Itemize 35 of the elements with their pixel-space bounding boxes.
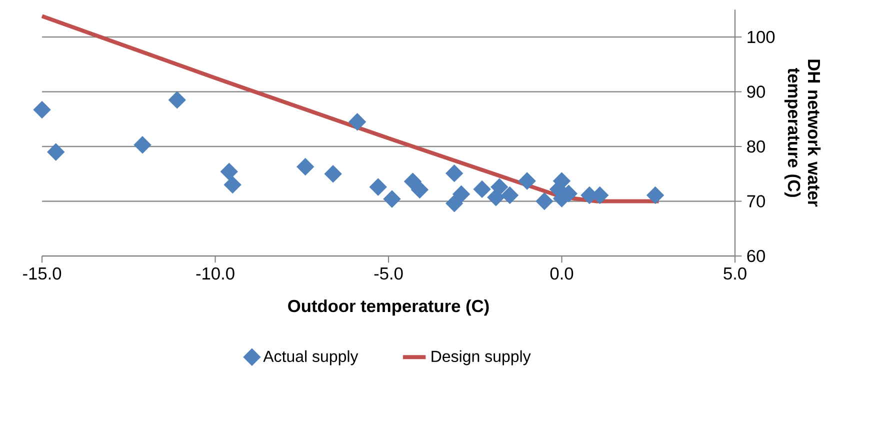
x-axis-title: Outdoor temperature (C) [288, 299, 489, 316]
point [168, 91, 186, 109]
point [47, 143, 65, 161]
point [473, 180, 491, 198]
point [410, 180, 428, 198]
y-tick-label: 60 [747, 250, 765, 262]
point [518, 172, 536, 190]
point [348, 113, 366, 131]
point [452, 185, 470, 203]
point [369, 178, 387, 196]
point [536, 192, 554, 210]
y-tick-label: 100 [748, 30, 775, 44]
point [646, 186, 664, 204]
point [490, 178, 508, 196]
x-tick-label: 0.0 [550, 267, 574, 280]
point [383, 190, 401, 208]
y-tick-label: 90 [747, 86, 765, 98]
legend-label: Actual supply [263, 350, 358, 366]
x-tick-label: -15.0 [23, 267, 62, 280]
y-tick-label: 70 [747, 195, 765, 208]
legend-label: Design supply [432, 350, 531, 366]
x-tick-label: -5.0 [374, 267, 403, 280]
y-tick-label: 80 [747, 140, 765, 153]
y-axis-title: DH network water temperature (C) [784, 60, 821, 207]
point [446, 194, 464, 212]
point [224, 176, 242, 194]
point [33, 101, 51, 119]
point [324, 165, 342, 183]
point [134, 136, 152, 154]
point [501, 186, 519, 204]
x-tick-label: -10.0 [196, 267, 234, 280]
point [296, 158, 314, 176]
x-tick-label: 5.0 [724, 267, 746, 280]
point [446, 164, 464, 182]
point [220, 162, 238, 180]
